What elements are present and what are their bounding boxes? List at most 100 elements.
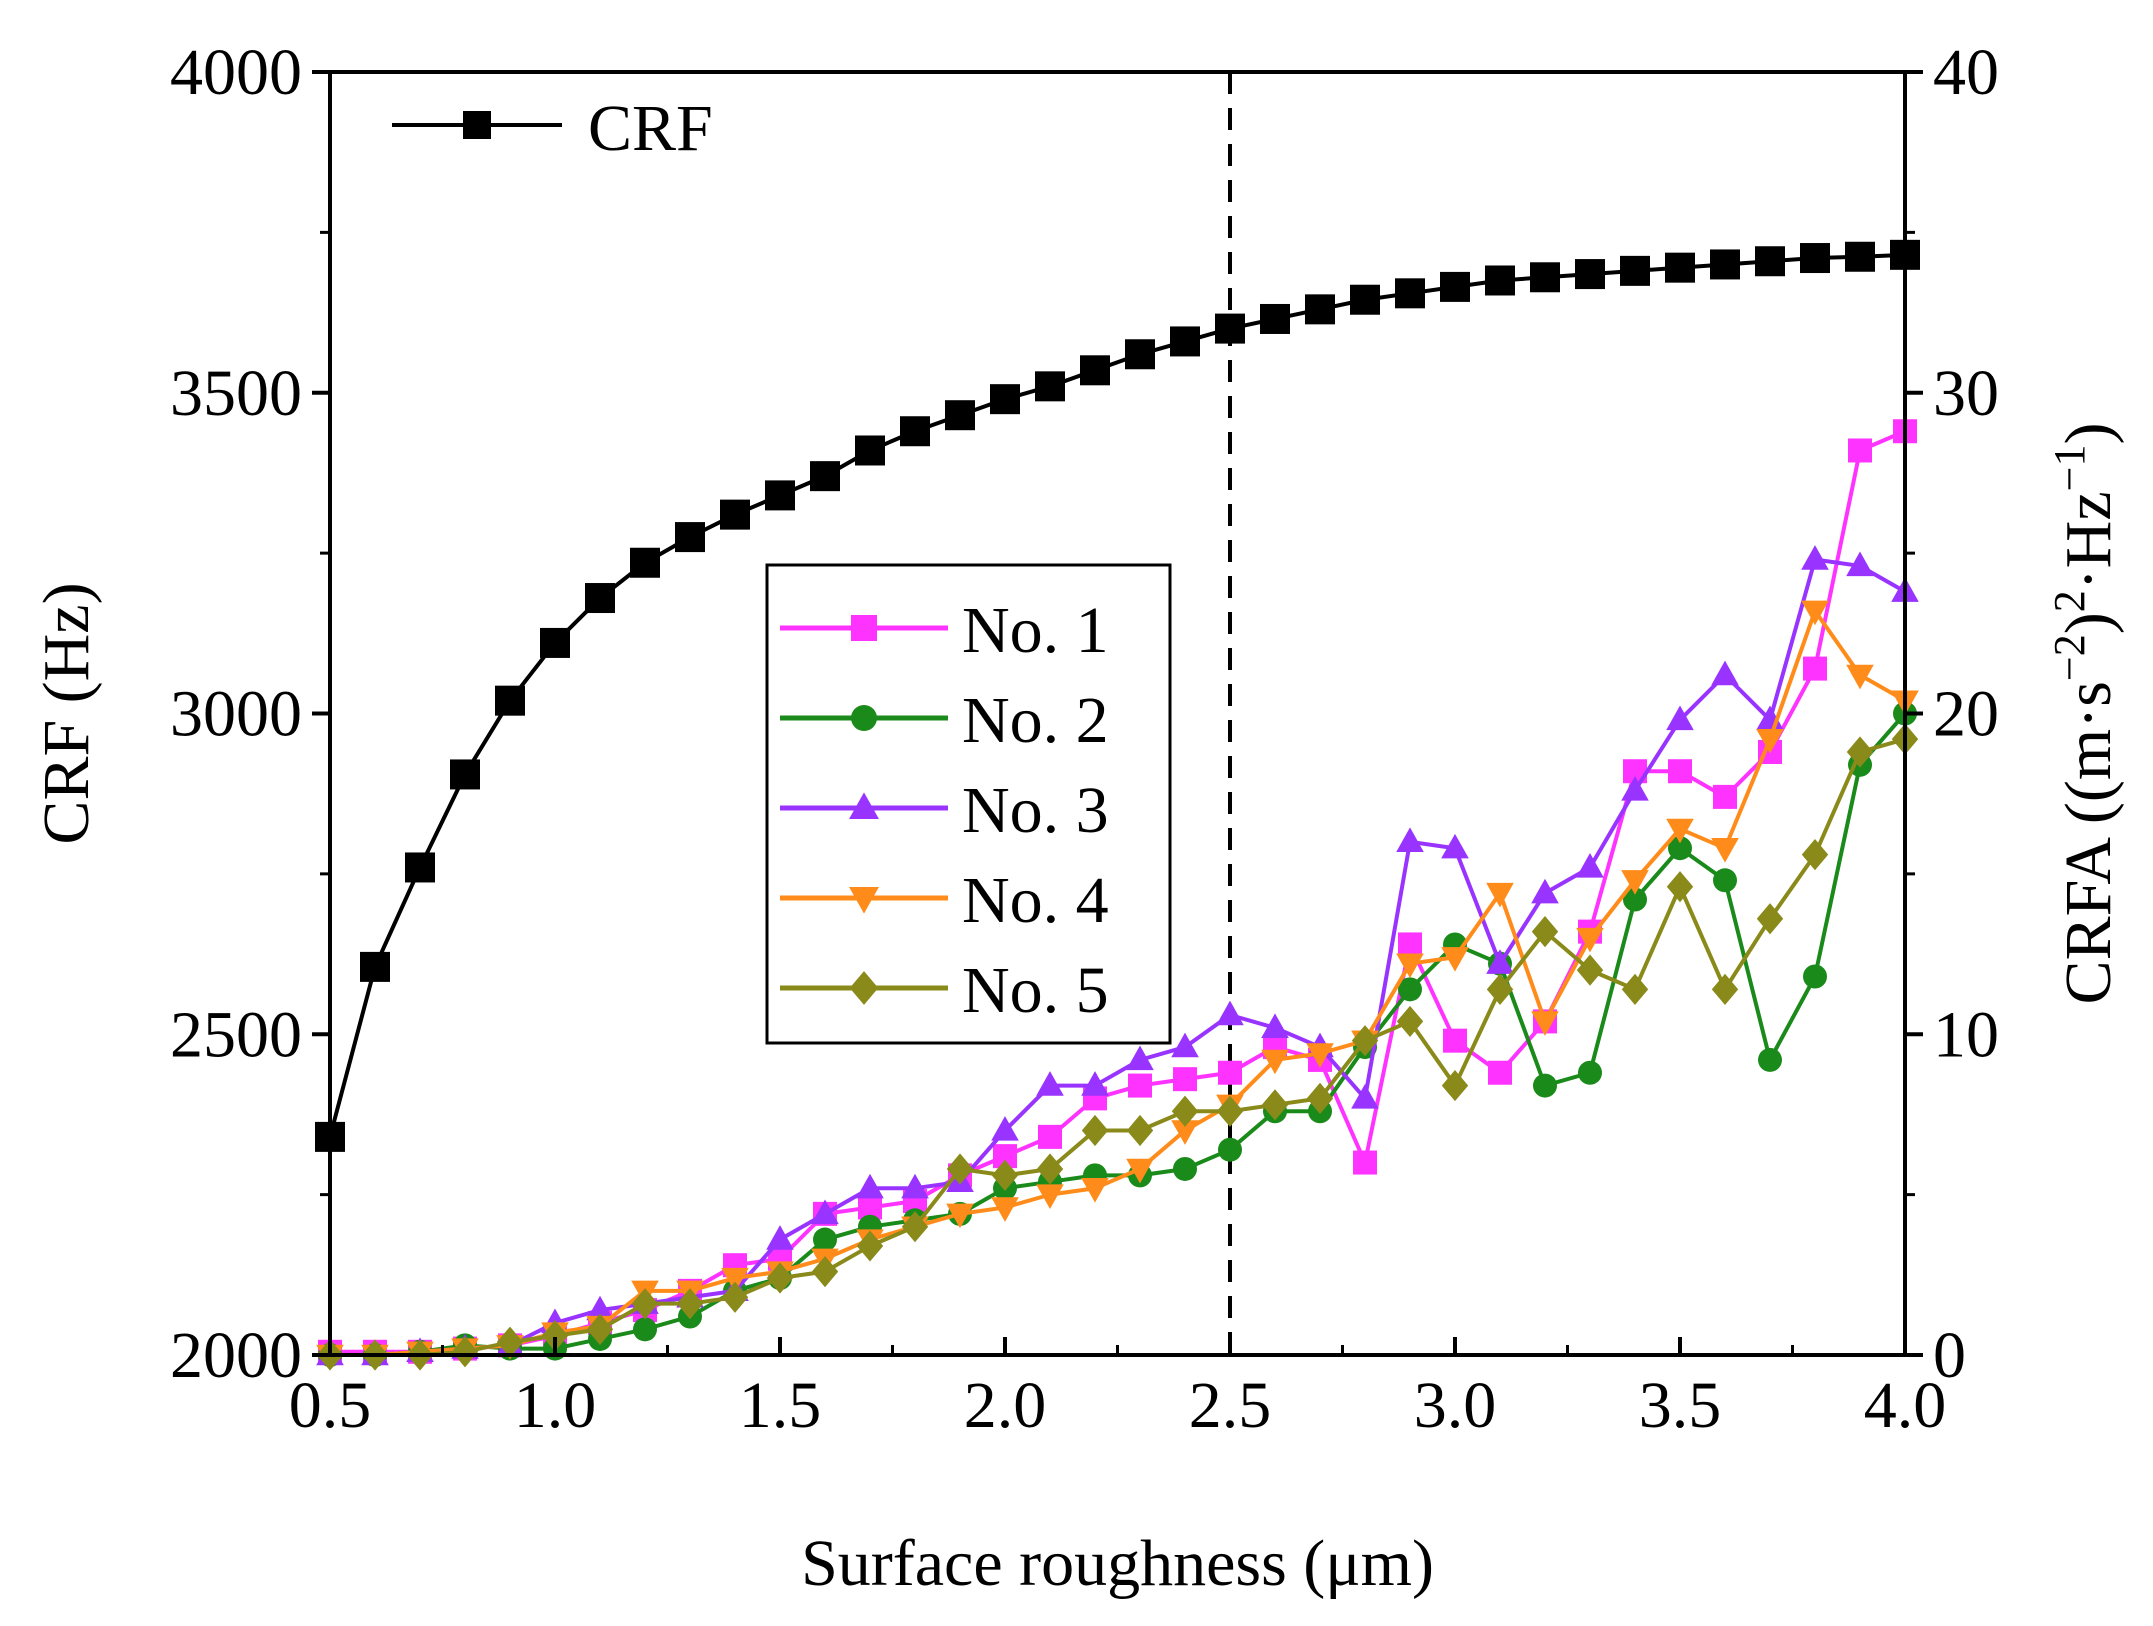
data-point: [991, 1116, 1019, 1141]
data-point: [631, 1288, 659, 1320]
data-point: [1846, 664, 1874, 690]
data-point: [450, 759, 480, 790]
data-point: [1666, 818, 1694, 844]
data-point: [1215, 313, 1245, 344]
data-point: [1306, 1082, 1334, 1114]
x-tick-label: 0.5: [289, 1369, 372, 1442]
legend-swatch-marker: [849, 886, 879, 914]
data-point: [1216, 1000, 1244, 1026]
legend-swatch-marker: [851, 705, 877, 731]
data-point: [1846, 736, 1874, 768]
data-point: [946, 1153, 974, 1185]
x-tick-label: 1.0: [514, 1369, 597, 1442]
data-point: [1621, 776, 1649, 801]
y-right-title-part: ): [2052, 612, 2125, 634]
data-point: [1036, 1184, 1064, 1210]
y-right-title-sup: −1: [2045, 445, 2094, 492]
data-point: [1080, 355, 1110, 386]
legend-label: No. 1: [962, 594, 1109, 667]
data-point: [1803, 656, 1827, 681]
data-point: [1576, 927, 1604, 953]
legend-swatch-marker: [849, 971, 879, 1005]
y-left-tick-label: 2000: [170, 1319, 302, 1392]
data-point: [810, 461, 840, 492]
data-point: [1440, 271, 1470, 302]
legend-box: [765, 563, 1172, 1045]
data-point: [1261, 1089, 1289, 1121]
axis-ticks: [312, 70, 1923, 1357]
data-point: [1128, 1073, 1152, 1098]
data-point: [1845, 241, 1875, 272]
data-point: [1261, 1013, 1289, 1039]
data-point: [1218, 1060, 1242, 1085]
data-point: [585, 583, 615, 614]
data-point: [811, 1256, 839, 1288]
data-point: [1578, 1060, 1602, 1085]
legend-swatch-marker: [851, 615, 877, 641]
y-right-tick-label: 10: [1933, 998, 1999, 1071]
legend-label: No. 3: [962, 774, 1109, 847]
data-point: [1711, 973, 1739, 1005]
y-left-axis-title: CRF (Hz): [30, 582, 103, 844]
data-point: [586, 1313, 614, 1345]
data-point: [1173, 1156, 1197, 1181]
data-point: [1668, 836, 1692, 861]
data-point: [1710, 249, 1740, 280]
y-right-title-part: ·Hz: [2052, 491, 2125, 590]
y-right-title-part: CRFA ((m·s: [2052, 681, 2125, 1004]
data-point: [1531, 1011, 1559, 1036]
legend-crf: CRF: [392, 92, 713, 165]
data-point: [1486, 882, 1514, 908]
series-crf: [315, 239, 1920, 1152]
data-point: [633, 1317, 657, 1342]
data-point: [1485, 265, 1515, 296]
data-point: [1395, 278, 1425, 309]
data-point: [1801, 545, 1829, 570]
data-point: [855, 435, 885, 466]
data-point: [1081, 1178, 1109, 1203]
data-point: [1575, 259, 1605, 290]
data-point: [900, 416, 930, 447]
data-point: [1351, 1084, 1379, 1109]
data-point: [1170, 326, 1200, 357]
data-point: [1441, 1069, 1469, 1102]
data-point: [1530, 262, 1560, 293]
data-point: [1305, 294, 1335, 325]
legend-item-no-3: No. 3: [780, 774, 1109, 847]
data-point: [1665, 252, 1695, 283]
data-point: [1218, 1137, 1242, 1162]
data-point: [541, 1320, 569, 1352]
data-point: [1126, 1114, 1154, 1147]
data-point: [495, 685, 525, 716]
legend-item-no-2: No. 2: [780, 684, 1109, 757]
legend-item-no-4: No. 4: [780, 864, 1109, 937]
data-point: [721, 1267, 749, 1293]
data-point: [1846, 551, 1874, 577]
data-point: [1171, 1032, 1199, 1058]
data-point: [586, 1295, 614, 1321]
data-point: [1620, 255, 1650, 286]
legend-crf-label: CRF: [588, 92, 713, 165]
data-point: [1756, 728, 1784, 754]
data-point: [1081, 1114, 1109, 1147]
x-tick-label: 3.0: [1414, 1369, 1497, 1442]
data-point: [901, 1211, 929, 1243]
series-layer: [315, 239, 1920, 1371]
data-point: [856, 1230, 884, 1262]
data-point: [1443, 1028, 1467, 1053]
data-point: [1488, 1060, 1512, 1085]
data-point: [990, 384, 1020, 415]
y-right-tick-label: 20: [1933, 678, 1999, 751]
series-no-5: [316, 723, 1919, 1371]
x-tick-label: 2.0: [964, 1369, 1047, 1442]
data-point: [1713, 784, 1737, 809]
data-point: [1171, 1095, 1199, 1127]
y-right-tick-label: 30: [1933, 357, 1999, 430]
data-point: [1398, 977, 1422, 1002]
data-point: [1713, 868, 1737, 893]
data-point: [540, 627, 570, 658]
y-right-title-part: ): [2052, 423, 2125, 445]
legend-label: No. 4: [962, 864, 1109, 937]
y-left-tick-label: 2500: [170, 998, 302, 1071]
